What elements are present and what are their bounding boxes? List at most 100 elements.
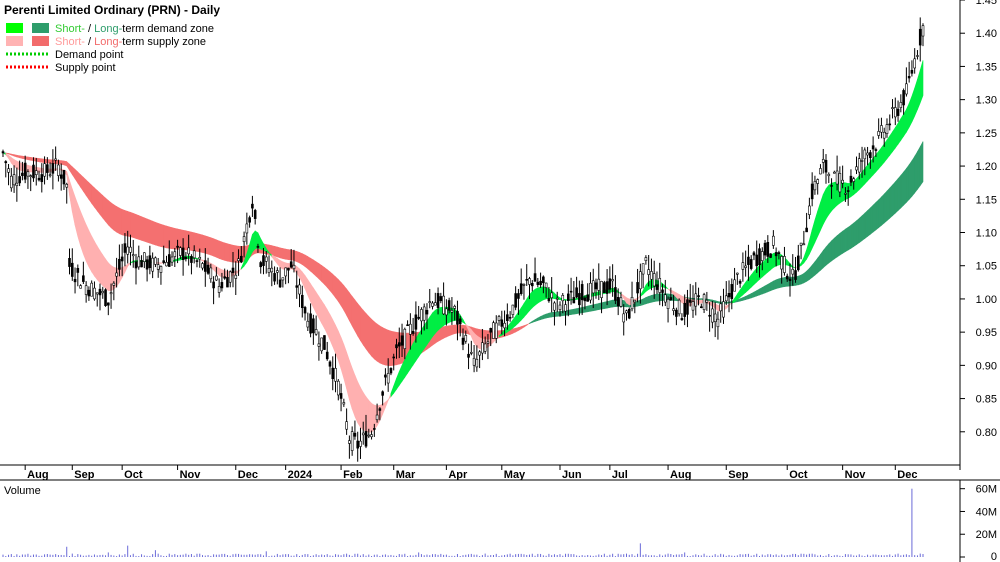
long-term-zone-segment bbox=[332, 273, 336, 299]
candle-body bbox=[575, 287, 578, 298]
candle-body bbox=[337, 380, 340, 396]
candle-body bbox=[500, 319, 504, 327]
price-tick-label: 1.20 bbox=[976, 161, 997, 173]
candle-body bbox=[320, 337, 323, 352]
candle-body bbox=[797, 255, 800, 271]
long-term-zone-segment bbox=[858, 215, 863, 244]
candle-body bbox=[273, 273, 276, 282]
candle-body bbox=[345, 421, 348, 430]
zone-bands bbox=[2, 60, 924, 433]
long-term-zone-segment bbox=[277, 246, 281, 259]
candles bbox=[1, 17, 925, 462]
candle-body bbox=[126, 246, 129, 255]
volume-panel: Volume 0 20M 40M 60M bbox=[2, 480, 997, 562]
long-term-zone-segment bbox=[279, 247, 284, 260]
candle-body bbox=[450, 310, 454, 313]
candle-body bbox=[727, 293, 731, 298]
candle-body bbox=[82, 275, 85, 282]
candle-body bbox=[109, 292, 113, 295]
candle-body bbox=[392, 356, 396, 359]
candle-body bbox=[630, 296, 634, 310]
candle-body bbox=[738, 280, 742, 284]
candle-body bbox=[882, 131, 886, 139]
long-term-zone-segment bbox=[770, 280, 774, 292]
candle-body bbox=[633, 299, 637, 303]
candle-body bbox=[10, 175, 13, 189]
candle-body bbox=[921, 25, 925, 37]
long-term-zone-segment bbox=[146, 218, 151, 244]
short-term-zone-segment bbox=[99, 249, 104, 287]
long-term-zone-segment bbox=[16, 154, 20, 159]
time-tick-label: Jul bbox=[612, 469, 628, 481]
candle-body bbox=[780, 256, 783, 270]
long-term-zone-segment bbox=[335, 276, 339, 303]
candle-body bbox=[192, 250, 196, 259]
candle-body bbox=[165, 261, 168, 267]
time-axis: Aug Sep Oct Nov Dec 2024 Feb Mar Apr May Jun Jul Aug… bbox=[0, 464, 960, 481]
long-term-zone-segment bbox=[443, 325, 447, 339]
candle-body bbox=[492, 322, 495, 339]
short-term-zone-segment bbox=[368, 399, 372, 433]
candle-body bbox=[506, 314, 509, 322]
long-term-zone-segment bbox=[872, 201, 877, 233]
long-term-zone-segment bbox=[806, 267, 810, 282]
candle-body bbox=[256, 245, 260, 248]
candle-body bbox=[694, 293, 698, 307]
candle-body bbox=[167, 254, 171, 267]
candle-body bbox=[48, 174, 52, 177]
long-term-zone-segment bbox=[648, 294, 652, 304]
candle-body bbox=[893, 107, 897, 118]
short-term-zone-segment bbox=[88, 230, 92, 273]
long-term-zone-segment bbox=[329, 271, 334, 295]
candle-body bbox=[145, 259, 149, 270]
candle-body bbox=[386, 373, 390, 384]
short-term-zone-segment bbox=[878, 146, 882, 170]
long-term-zone-segment bbox=[91, 184, 95, 208]
long-term-zone-segment bbox=[121, 208, 126, 237]
candle-body bbox=[406, 324, 409, 327]
short-term-zone-segment bbox=[94, 240, 98, 281]
candle-body bbox=[73, 278, 77, 283]
candle-body bbox=[675, 309, 678, 317]
candle-body bbox=[292, 264, 296, 269]
candle-body bbox=[744, 265, 747, 268]
candle-body bbox=[409, 323, 412, 335]
candle-body bbox=[916, 55, 919, 57]
long-term-zone-segment bbox=[919, 141, 924, 187]
candle-body bbox=[888, 123, 892, 126]
candle-body bbox=[220, 282, 224, 289]
candle-body bbox=[234, 274, 238, 279]
price-tick-label: 1.40 bbox=[976, 28, 997, 40]
candle-body bbox=[614, 287, 617, 301]
legend-label-part: term demand zone bbox=[122, 23, 214, 35]
candle-body bbox=[905, 83, 908, 95]
candle-body bbox=[397, 342, 401, 347]
candle-body bbox=[425, 309, 429, 315]
candle-body bbox=[567, 293, 570, 301]
long-term-zone-segment bbox=[368, 315, 372, 357]
candle-body bbox=[21, 172, 24, 176]
candle-body bbox=[334, 368, 337, 382]
candle-body bbox=[711, 308, 714, 323]
long-term-zone-segment bbox=[326, 268, 331, 292]
candle-body bbox=[284, 267, 287, 277]
candle-body bbox=[195, 260, 199, 262]
short-term-zone-segment bbox=[324, 303, 328, 334]
candle-body bbox=[112, 282, 116, 286]
candle-body bbox=[289, 261, 293, 268]
long-term-zone-segment bbox=[820, 249, 824, 271]
candle-body bbox=[819, 168, 822, 175]
candle-body bbox=[217, 286, 221, 293]
candle-body bbox=[752, 252, 756, 256]
candle-body bbox=[722, 301, 725, 318]
candle-body bbox=[170, 256, 174, 263]
short-term-zone-segment bbox=[537, 286, 541, 304]
long-term-zone-segment bbox=[354, 299, 358, 338]
candle-body bbox=[104, 289, 107, 306]
candle-body bbox=[663, 294, 667, 303]
long-term-zone-segment bbox=[135, 214, 140, 240]
long-term-zone-segment bbox=[573, 308, 577, 315]
candle-body bbox=[303, 307, 307, 314]
long-term-zone-segment bbox=[343, 284, 347, 317]
